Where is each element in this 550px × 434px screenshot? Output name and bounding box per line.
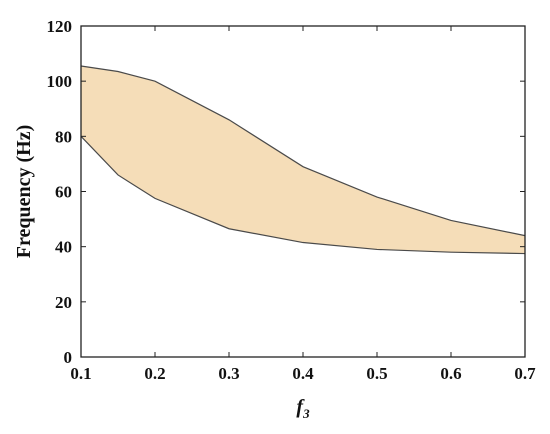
y-tick-label: 100 [47, 72, 73, 91]
x-tick-label: 0.6 [440, 364, 461, 383]
x-axis-label-subscript: 3 [302, 406, 310, 421]
upper-bound-line [80, 65, 526, 237]
x-axis-label-main: f [296, 396, 305, 418]
x-tick-label: 0.1 [70, 364, 91, 383]
y-axis-label: Frequency (Hz) [13, 125, 35, 259]
plot-area [80, 25, 526, 358]
lower-bound-line [80, 135, 526, 255]
y-tick-label: 120 [47, 17, 73, 36]
y-tick-label: 80 [55, 127, 72, 146]
x-tick-label: 0.2 [144, 364, 165, 383]
y-tick-label: 60 [55, 183, 72, 202]
tick-labels: 0.1 0.2 0.3 0.4 0.5 0.6 0.7 0 20 40 60 80 100 120 [47, 17, 537, 383]
y-tick-label: 20 [55, 293, 72, 312]
x-tick-label: 0.4 [292, 364, 314, 383]
y-tick-label: 0 [64, 348, 73, 367]
x-axis-label: f3 [296, 396, 310, 421]
x-tick-label: 0.5 [366, 364, 387, 383]
x-tick-label: 0.3 [218, 364, 239, 383]
y-tick-label: 40 [55, 238, 72, 257]
band-fill [81, 65, 525, 254]
tick-marks [80, 25, 526, 358]
x-tick-label: 0.7 [514, 364, 536, 383]
